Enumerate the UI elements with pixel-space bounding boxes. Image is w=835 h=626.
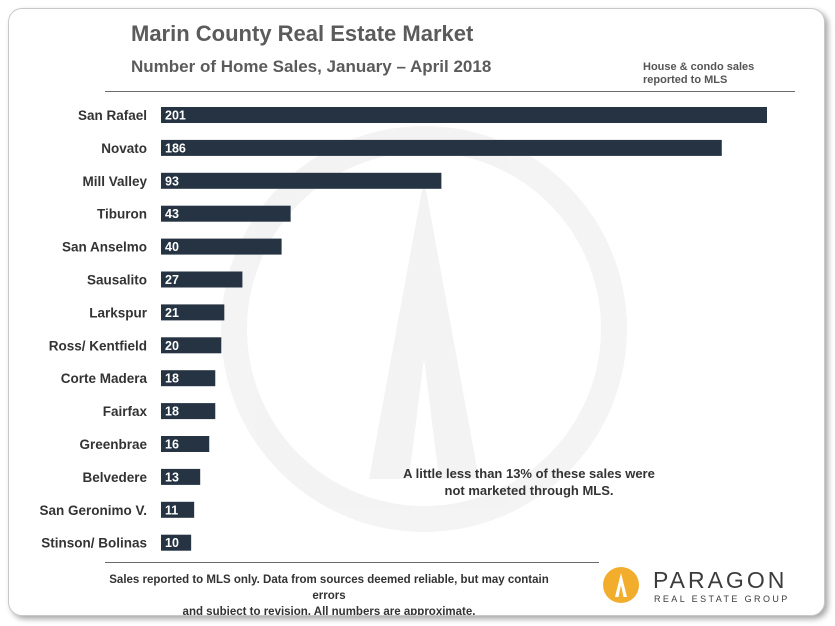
watermark bbox=[221, 126, 627, 532]
bar bbox=[161, 107, 767, 123]
brand-name: PARAGON bbox=[653, 567, 788, 593]
bar-value-label: 93 bbox=[165, 174, 179, 188]
category-label: Greenbrae bbox=[79, 437, 147, 452]
category-label: Ross/ Kentfield bbox=[49, 338, 147, 353]
annotation-line-2: not marketed through MLS. bbox=[444, 483, 614, 498]
bar-value-label: 186 bbox=[165, 141, 186, 155]
brand-tagline: REAL ESTATE GROUP bbox=[654, 594, 790, 604]
category-label: Novato bbox=[101, 141, 147, 156]
bar-value-label: 201 bbox=[165, 109, 186, 123]
annotation-line-1: A little less than 13% of these sales we… bbox=[403, 466, 655, 481]
bar bbox=[161, 403, 216, 420]
chart-card: Marin County Real Estate Market Number o… bbox=[8, 8, 825, 616]
paragon-logo-icon bbox=[603, 567, 639, 603]
bar bbox=[161, 436, 210, 452]
category-label: Sausalito bbox=[87, 273, 147, 288]
chart-annotation: A little less than 13% of these sales we… bbox=[379, 465, 679, 499]
category-label: San Geronimo V. bbox=[39, 503, 147, 518]
footnote-line-2: and subject to revision. All numbers are… bbox=[182, 606, 476, 616]
bar-value-label: 20 bbox=[165, 339, 179, 353]
bar bbox=[161, 501, 195, 518]
category-label: Belvedere bbox=[82, 470, 147, 485]
category-label: Larkspur bbox=[89, 305, 148, 320]
bar-value-label: 16 bbox=[165, 438, 179, 452]
bar-value-label: 21 bbox=[165, 306, 179, 320]
bar bbox=[161, 205, 291, 222]
bar-value-label: 27 bbox=[165, 273, 179, 287]
bar bbox=[161, 304, 225, 321]
chart-subtitle: Number of Home Sales, January – April 20… bbox=[131, 57, 492, 76]
bar-value-label: 18 bbox=[165, 372, 179, 386]
bar-value-label: 18 bbox=[165, 405, 179, 419]
footnote: Sales reported to MLS only. Data from so… bbox=[99, 572, 559, 616]
bar bbox=[161, 534, 192, 551]
category-label: San Anselmo bbox=[62, 240, 147, 255]
bar bbox=[161, 172, 442, 189]
category-label: San Rafael bbox=[78, 108, 147, 123]
bar bbox=[161, 468, 201, 485]
bar-value-label: 40 bbox=[165, 240, 179, 254]
bar bbox=[161, 337, 222, 354]
bar bbox=[161, 238, 282, 255]
bar-value-label: 11 bbox=[165, 503, 178, 517]
bar bbox=[161, 370, 216, 387]
bar-value-label: 10 bbox=[165, 536, 179, 550]
bar-value-label: 13 bbox=[165, 470, 179, 484]
chart-title: Marin County Real Estate Market bbox=[131, 21, 474, 46]
category-label: Fairfax bbox=[103, 404, 148, 419]
category-label: Stinson/ Bolinas bbox=[41, 536, 147, 551]
bar-value-label: 43 bbox=[165, 207, 179, 221]
data-source-note: House & condo sales reported to MLS bbox=[643, 61, 755, 86]
bar-chart: San Rafael 201 Novato 186 Mill Valley 93 Tibur… bbox=[39, 107, 767, 551]
bar bbox=[161, 271, 243, 288]
category-label: Corte Madera bbox=[61, 371, 148, 386]
bar bbox=[161, 139, 722, 156]
category-label: Tiburon bbox=[97, 207, 147, 222]
footnote-line-1: Sales reported to MLS only. Data from so… bbox=[109, 574, 549, 602]
header-divider bbox=[105, 91, 795, 92]
category-label: Mill Valley bbox=[82, 174, 147, 189]
axis-baseline bbox=[105, 562, 599, 563]
